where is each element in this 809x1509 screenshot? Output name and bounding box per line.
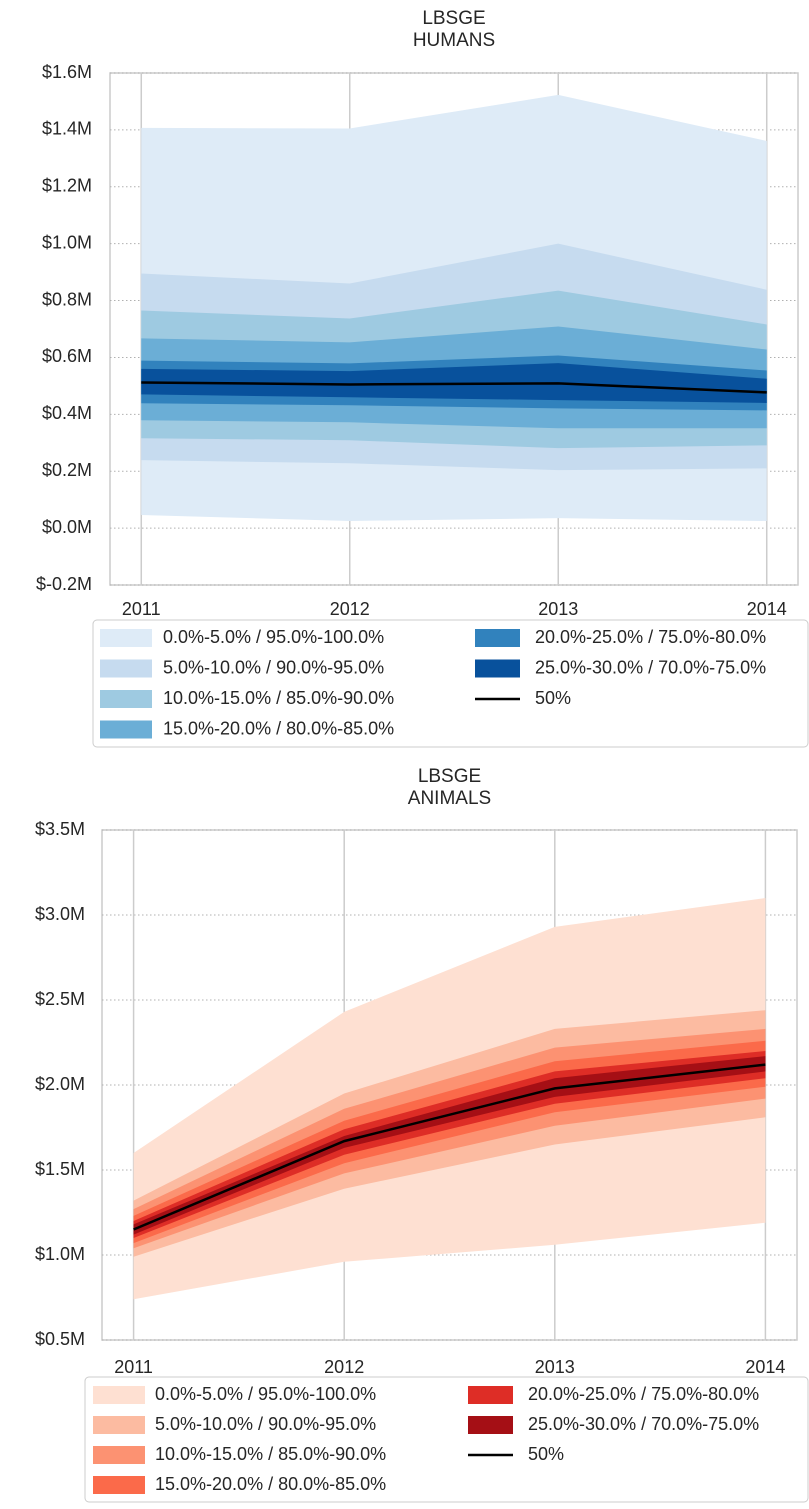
legend-swatch xyxy=(475,659,520,678)
median-line xyxy=(141,381,767,394)
legend-label: 15.0%-20.0% / 80.0%-85.0% xyxy=(163,718,394,738)
y-tick-label: $2.0M xyxy=(35,1074,85,1094)
x-tick-label: 2012 xyxy=(324,1357,364,1377)
y-tick-label: $0.8M xyxy=(42,289,92,309)
legend-label: 50% xyxy=(528,1444,564,1464)
legend-label: 20.0%-25.0% / 75.0%-80.0% xyxy=(535,627,766,647)
legend-swatch xyxy=(100,659,152,678)
legend-label: 25.0%-30.0% / 70.0%-75.0% xyxy=(528,1414,759,1434)
x-tick-label: 2011 xyxy=(122,599,161,619)
y-tick-label: $3.0M xyxy=(35,904,85,924)
chart-title: LBSGE xyxy=(418,766,481,787)
legend-label: 0.0%-5.0% / 95.0%-100.0% xyxy=(163,627,384,647)
band xyxy=(133,1056,766,1235)
legend-swatch xyxy=(100,629,152,647)
y-tick-label: $0.0M xyxy=(42,517,92,537)
y-tick-label: $1.4M xyxy=(42,119,92,139)
y-tick-label: $1.0M xyxy=(42,232,92,252)
y-tick-label: $0.4M xyxy=(42,403,92,423)
legend-swatch xyxy=(468,1386,513,1404)
legend-swatch xyxy=(475,629,520,647)
chart-subtitle: HUMANS xyxy=(413,30,495,51)
legend-swatch xyxy=(468,1416,513,1434)
legend-label: 15.0%-20.0% / 80.0%-85.0% xyxy=(155,1474,386,1494)
legend-label: 5.0%-10.0% / 90.0%-95.0% xyxy=(163,657,384,677)
legend-swatch xyxy=(93,1476,145,1494)
legend-box xyxy=(92,619,809,748)
y-tick-label: $1.0M xyxy=(35,1244,85,1264)
y-tick-label: $1.5M xyxy=(35,1159,85,1179)
x-tick-label: 2013 xyxy=(535,1357,575,1377)
y-tick-label: $3.5M xyxy=(35,819,85,839)
legend-swatch xyxy=(100,690,152,708)
legend-swatch xyxy=(100,720,152,739)
x-tick-label: 2011 xyxy=(114,1357,153,1377)
legend-label: 50% xyxy=(535,688,571,708)
legend-box xyxy=(84,1376,809,1503)
legend-swatch xyxy=(93,1416,145,1434)
x-tick-label: 2014 xyxy=(747,599,787,619)
legend-label: 20.0%-25.0% / 75.0%-80.0% xyxy=(528,1384,759,1404)
median-line xyxy=(133,1063,766,1231)
x-tick-label: 2012 xyxy=(330,599,370,619)
legend-label: 10.0%-15.0% / 85.0%-90.0% xyxy=(155,1444,386,1464)
x-tick-label: 2014 xyxy=(745,1357,785,1377)
y-tick-label: $1.2M xyxy=(42,176,92,196)
legend-label: 25.0%-30.0% / 70.0%-75.0% xyxy=(535,657,766,677)
y-tick-label: $2.5M xyxy=(35,989,85,1009)
y-tick-label: $-0.2M xyxy=(36,574,92,594)
y-tick-label: $0.6M xyxy=(42,346,92,366)
legend-label: 0.0%-5.0% / 95.0%-100.0% xyxy=(155,1384,376,1404)
legend-label: 5.0%-10.0% / 90.0%-95.0% xyxy=(155,1414,376,1434)
y-tick-label: $0.5M xyxy=(35,1329,85,1349)
chart-title: LBSGE xyxy=(422,8,485,29)
legend-label: 10.0%-15.0% / 85.0%-90.0% xyxy=(163,688,394,708)
x-tick-label: 2013 xyxy=(538,599,578,619)
y-tick-label: $1.6M xyxy=(42,62,92,82)
legend-swatch xyxy=(93,1446,145,1464)
chart-subtitle: ANIMALS xyxy=(408,788,491,809)
legend-swatch xyxy=(93,1386,145,1404)
y-tick-label: $0.2M xyxy=(42,460,92,480)
